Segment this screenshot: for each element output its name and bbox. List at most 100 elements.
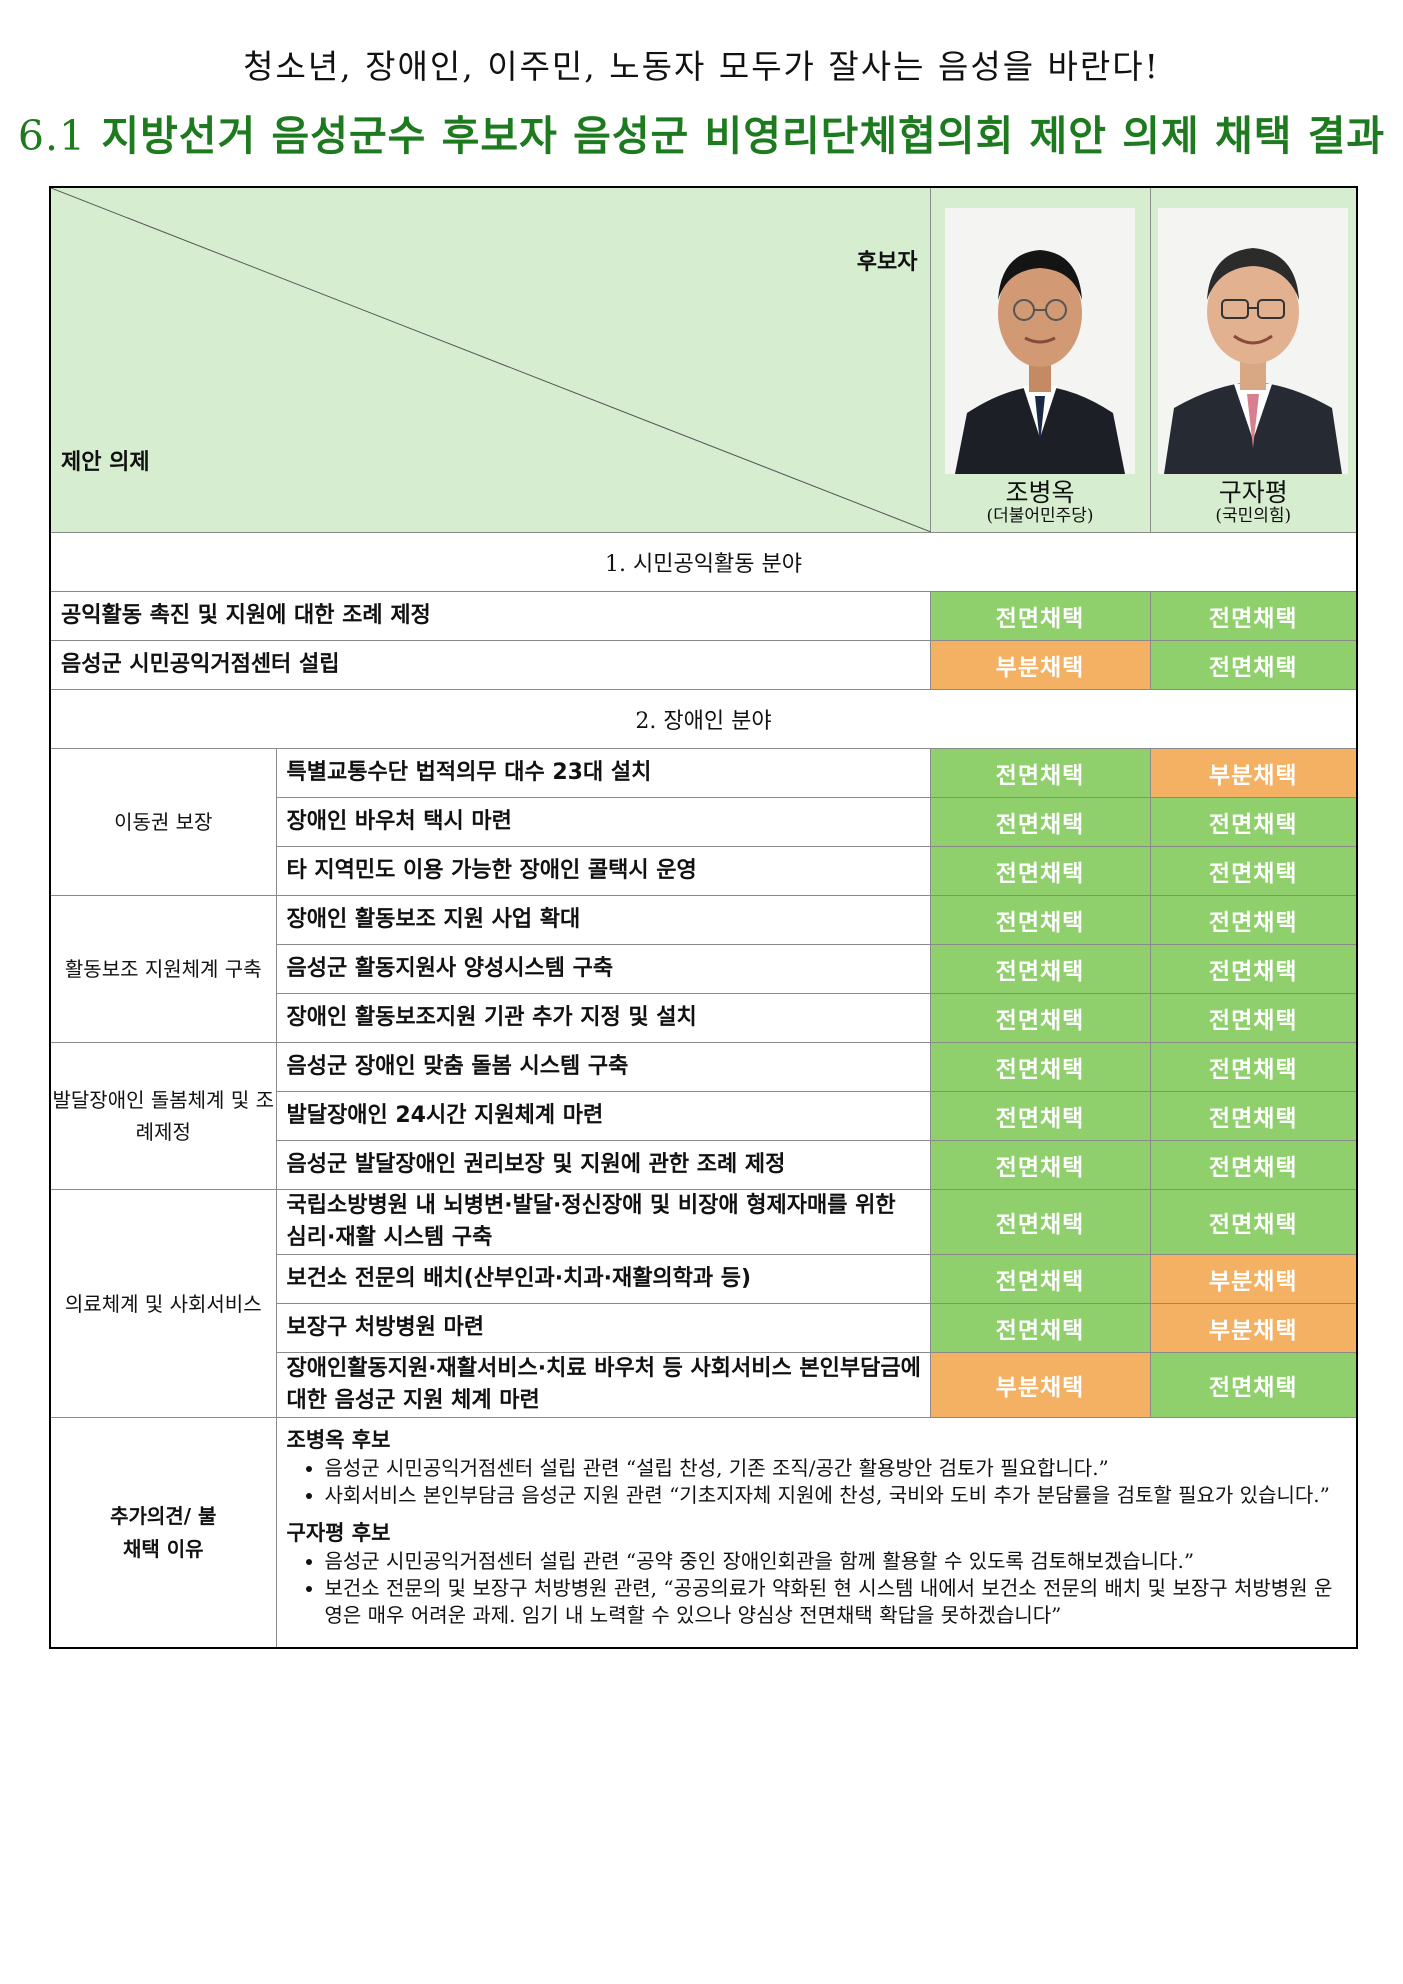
candidate-1-party: (더불어민주당) bbox=[986, 506, 1094, 526]
candidate-2-result: 전면채택 bbox=[1149, 1091, 1358, 1141]
table-row: 발달장애인 돌봄체계 및 조례제정 음성군 장애인 맞춤 돌봄 시스템 구축 전면채… bbox=[49, 1042, 1358, 1190]
candidate-2-result: 전면채택 bbox=[1149, 895, 1358, 945]
candidate-1-result: 전면채택 bbox=[929, 944, 1151, 994]
section-header-row: 1. 시민공익활동 분야 bbox=[49, 532, 1358, 592]
agenda-item: 음성군 발달장애인 권리보장 및 지원에 관한 조례 제정 bbox=[275, 1140, 931, 1190]
table-row: 장애인 바우처 택시 마련 전면채택 전면채택 bbox=[50, 797, 1358, 847]
candidate-2-result: 전면채택 bbox=[1149, 797, 1358, 847]
candidate-1-name: 조병옥 bbox=[1005, 478, 1075, 507]
category-label: 이동권 보장 bbox=[49, 748, 277, 896]
candidate-1-cell: 조병옥 (더불어민주당) bbox=[929, 186, 1151, 533]
candidate-2-party: (국민의힘) bbox=[1215, 506, 1292, 526]
candidate-1-result: 전면채택 bbox=[929, 993, 1151, 1043]
candidate-1-result: 전면채택 bbox=[929, 1140, 1151, 1190]
agenda-item: 장애인 활동보조 지원 사업 확대 bbox=[275, 895, 931, 945]
section-title: 2. 장애인 분야 bbox=[49, 689, 1358, 749]
notes-label-text: 추가의견/ 불채택 이유 bbox=[110, 1503, 217, 1561]
section-title: 1. 시민공익활동 분야 bbox=[49, 532, 1358, 592]
candidate-1-result: 부분채택 bbox=[929, 1352, 1151, 1418]
candidate-1-result: 부분채택 bbox=[929, 640, 1151, 690]
candidate-column-label: 후보자 bbox=[856, 250, 918, 275]
page-title: 6.1 지방선거 음성군수 후보자 음성군 비영리단체협의회 제안 의제 채택 … bbox=[0, 102, 1403, 162]
agenda-item: 음성군 시민공익거점센터 설립 bbox=[49, 640, 931, 690]
table-row: 장애인활동지원·재활서비스·치료 바우처 등 사회서비스 본인부담금에 대한 음… bbox=[50, 1352, 1358, 1418]
candidate-1-result: 전면채택 bbox=[929, 591, 1151, 641]
candidate-1-photo bbox=[945, 208, 1135, 474]
table-row: 음성군 활동지원사 양성시스템 구축 전면채택 전면채택 bbox=[50, 944, 1358, 994]
table-row: 음성군 발달장애인 권리보장 및 지원에 관한 조례 제정 전면채택 전면채택 bbox=[50, 1140, 1358, 1190]
candidate-2-result: 전면채택 bbox=[1149, 993, 1358, 1043]
candidate-2-result: 부분채택 bbox=[1149, 748, 1358, 798]
category-label: 발달장애인 돌봄체계 및 조례제정 bbox=[49, 1042, 277, 1190]
diagonal-line bbox=[51, 188, 931, 532]
candidate-2-result: 전면채택 bbox=[1149, 944, 1358, 994]
candidate-1-result: 전면채택 bbox=[929, 1254, 1151, 1304]
candidate-2-result: 전면채택 bbox=[1149, 1352, 1358, 1418]
agenda-item: 음성군 활동지원사 양성시스템 구축 bbox=[275, 944, 931, 994]
agenda-item: 음성군 장애인 맞춤 돌봄 시스템 구축 bbox=[275, 1042, 931, 1092]
candidate-1-result: 전면채택 bbox=[929, 1042, 1151, 1092]
candidate-2-photo bbox=[1158, 208, 1349, 474]
candidate-2-result: 부분채택 bbox=[1149, 1254, 1358, 1304]
table-row: 활동보조 지원체계 구축 장애인 활동보조 지원 사업 확대 전면채택 전면채택 bbox=[49, 895, 1358, 1043]
table-row: 타 지역민도 이용 가능한 장애인 콜택시 운영 전면채택 전면채택 bbox=[50, 846, 1358, 896]
category-label: 의료체계 및 사회서비스 bbox=[49, 1189, 277, 1418]
candidate-1-result: 전면채택 bbox=[929, 895, 1151, 945]
notes-body: 조병옥 후보음성군 시민공익거점센터 설립 관련 “설립 찬성, 기존 조직/공… bbox=[275, 1417, 1358, 1649]
table-row: 장애인 활동보조지원 기관 추가 지정 및 설치 전면채택 전면채택 bbox=[50, 993, 1358, 1043]
candidate-2-result: 전면채택 bbox=[1149, 1189, 1358, 1255]
agenda-item: 보장구 처방병원 마련 bbox=[275, 1303, 931, 1353]
agenda-item: 국립소방병원 내 뇌병변·발달·정신장애 및 비장애 형제자매를 위한 심리·재… bbox=[275, 1189, 931, 1255]
notes-item: 사회서비스 본인부담금 음성군 지원 관련 “기초지자체 지원에 찬성, 국비와… bbox=[325, 1482, 1349, 1509]
agenda-item: 타 지역민도 이용 가능한 장애인 콜택시 운영 bbox=[275, 846, 931, 896]
candidate-1-result: 전면채택 bbox=[929, 1189, 1151, 1255]
notes-row: 추가의견/ 불채택 이유 조병옥 후보음성군 시민공익거점센터 설립 관련 “설립… bbox=[49, 1417, 1358, 1649]
agenda-item: 공익활동 촉진 및 지원에 대한 조례 제정 bbox=[49, 591, 931, 641]
candidate-2-result: 전면채택 bbox=[1149, 591, 1358, 641]
agenda-item: 장애인활동지원·재활서비스·치료 바우처 등 사회서비스 본인부담금에 대한 음… bbox=[275, 1352, 931, 1418]
candidate-1-result: 전면채택 bbox=[929, 1091, 1151, 1141]
category-label: 활동보조 지원체계 구축 bbox=[49, 895, 277, 1043]
candidate-1-tie bbox=[1035, 396, 1045, 444]
notes-candidate-heading: 조병옥 후보 bbox=[286, 1427, 391, 1452]
agenda-result-table: 후보자 제안 의제 bbox=[49, 186, 1358, 1649]
candidate-2-tie bbox=[1247, 394, 1260, 448]
candidate-1-result: 전면채택 bbox=[929, 797, 1151, 847]
table-row: 보장구 처방병원 마련 전면채택 부분채택 bbox=[50, 1303, 1358, 1353]
notes-item: 음성군 시민공익거점센터 설립 관련 “공약 중인 장애인회관을 함께 활용할 … bbox=[325, 1548, 1349, 1575]
agenda-item: 장애인 활동보조지원 기관 추가 지정 및 설치 bbox=[275, 993, 931, 1043]
candidate-2-result: 전면채택 bbox=[1149, 640, 1358, 690]
candidate-1-result: 전면채택 bbox=[929, 748, 1151, 798]
agenda-item: 발달장애인 24시간 지원체계 마련 bbox=[275, 1091, 931, 1141]
table-row: 공익활동 촉진 및 지원에 대한 조례 제정 전면채택 전면채택 bbox=[49, 591, 1358, 641]
notes-candidate-heading: 구자평 후보 bbox=[286, 1520, 391, 1545]
candidate-1-result: 전면채택 bbox=[929, 846, 1151, 896]
candidate-2-name: 구자평 bbox=[1218, 478, 1288, 507]
candidate-2-result: 전면채택 bbox=[1149, 1140, 1358, 1190]
notes-label: 추가의견/ 불채택 이유 bbox=[49, 1417, 277, 1649]
notes-list: 음성군 시민공익거점센터 설립 관련 “공약 중인 장애인회관을 함께 활용할 … bbox=[287, 1548, 1349, 1629]
candidate-2-result: 전면채택 bbox=[1149, 1042, 1358, 1092]
agenda-item: 특별교통수단 법적의무 대수 23대 설치 bbox=[275, 748, 931, 798]
notes-item: 보건소 전문의 및 보장구 처방병원 관련, “공공의료가 약화된 현 시스템 … bbox=[325, 1575, 1349, 1629]
table-row: 의료체계 및 사회서비스 국립소방병원 내 뇌병변·발달·정신장애 및 비장애 형… bbox=[49, 1189, 1358, 1418]
table-row: 보건소 전문의 배치(산부인과·치과·재활의학과 등) 전면채택 부분채택 bbox=[50, 1254, 1358, 1304]
table-header-row: 후보자 제안 의제 bbox=[49, 186, 1358, 533]
page-subtitle: 청소년, 장애인, 이주민, 노동자 모두가 잘사는 음성을 바란다! bbox=[243, 47, 1160, 86]
header-diagonal-cell: 후보자 제안 의제 bbox=[49, 186, 931, 533]
table-row: 발달장애인 24시간 지원체계 마련 전면채택 전면채택 bbox=[50, 1091, 1358, 1141]
page-title-number: 6.1 bbox=[17, 112, 87, 160]
candidate-1-result: 전면채택 bbox=[929, 1303, 1151, 1353]
page-title-text: 지방선거 음성군수 후보자 음성군 비영리단체협의회 제안 의제 채택 결과 bbox=[86, 112, 1386, 160]
notes-item: 음성군 시민공익거점센터 설립 관련 “설립 찬성, 기존 조직/공간 활용방안… bbox=[325, 1455, 1349, 1482]
table-row: 음성군 시민공익거점센터 설립 부분채택 전면채택 bbox=[49, 640, 1358, 690]
section-header-row: 2. 장애인 분야 bbox=[49, 689, 1358, 749]
candidate-2-result: 부분채택 bbox=[1149, 1303, 1358, 1353]
agenda-column-label: 제안 의제 bbox=[61, 450, 150, 475]
table-row: 이동권 보장 특별교통수단 법적의무 대수 23대 설치 전면채택 부분채택 bbox=[49, 748, 1358, 896]
notes-list: 음성군 시민공익거점센터 설립 관련 “설립 찬성, 기존 조직/공간 활용방안… bbox=[287, 1455, 1349, 1509]
candidate-2-result: 전면채택 bbox=[1149, 846, 1358, 896]
candidate-2-cell: 구자평 (국민의힘) bbox=[1149, 186, 1358, 533]
agenda-item: 장애인 바우처 택시 마련 bbox=[275, 797, 931, 847]
agenda-item: 보건소 전문의 배치(산부인과·치과·재활의학과 등) bbox=[275, 1254, 931, 1304]
